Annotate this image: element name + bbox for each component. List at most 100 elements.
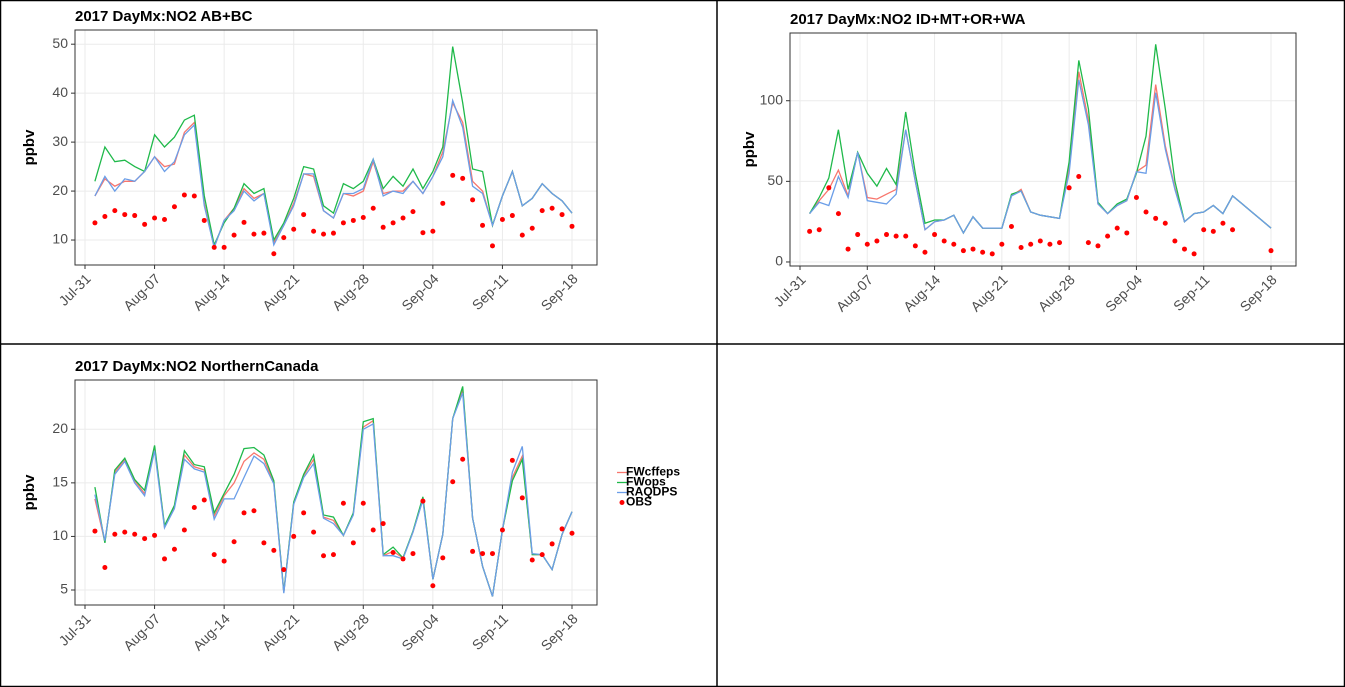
obs-point [980, 249, 986, 255]
obs-point [807, 228, 813, 234]
y-tick-label: 10 [52, 527, 68, 543]
obs-point [122, 529, 128, 535]
obs-point [221, 244, 227, 250]
x-tick-label: Sep-18 [537, 610, 580, 653]
obs-point [321, 553, 327, 559]
obs-point [970, 246, 976, 252]
obs-point [941, 238, 947, 244]
obs-point [816, 227, 822, 233]
obs-point [450, 172, 456, 178]
x-tick-label: Sep-04 [398, 270, 441, 313]
x-tick-label: Aug-28 [329, 270, 372, 313]
chart-title: 2017 DayMx:NO2 ID+MT+OR+WA [790, 11, 1026, 28]
obs-point [221, 558, 227, 564]
obs-point [132, 213, 138, 219]
obs-point [1066, 185, 1072, 191]
obs-point [321, 231, 327, 237]
obs-point [1018, 244, 1024, 250]
x-tick-label: Sep-11 [469, 270, 512, 313]
obs-point [370, 205, 376, 211]
obs-point [261, 540, 267, 546]
y-tick-label: 30 [52, 133, 68, 149]
obs-point [340, 500, 346, 506]
obs-point [499, 216, 505, 222]
obs-point [360, 500, 366, 506]
obs-point [380, 224, 386, 230]
plot-background [75, 380, 597, 605]
obs-point [181, 192, 187, 198]
obs-point [559, 212, 565, 218]
obs-point [1230, 227, 1236, 233]
obs-point [509, 457, 515, 463]
obs-point [162, 556, 168, 562]
obs-point [855, 232, 861, 238]
series-line [94, 392, 573, 597]
obs-point [430, 228, 436, 234]
series-line [94, 98, 573, 250]
obs-point [330, 230, 336, 236]
obs-point [460, 175, 466, 181]
obs-point [999, 241, 1005, 247]
legend-label: OBS [626, 495, 652, 509]
obs-point [112, 531, 118, 537]
obs-point [291, 226, 297, 232]
obs-point [122, 212, 128, 218]
obs-point [201, 217, 207, 223]
obs-point [301, 510, 307, 516]
plot-border [789, 32, 1297, 267]
y-axis-label: ppbv [741, 131, 758, 167]
y-tick-label: 20 [52, 182, 68, 198]
plot-border [74, 29, 598, 266]
obs-point [489, 243, 495, 249]
obs-point [529, 225, 535, 231]
obs-point [569, 223, 575, 229]
obs-point [152, 532, 158, 538]
obs-point [241, 510, 247, 516]
obs-point [480, 551, 486, 557]
x-tick-label: Aug-28 [1035, 271, 1078, 314]
obs-point [1095, 243, 1101, 249]
y-axis-label: ppbv [21, 129, 38, 165]
obs-point [989, 251, 995, 257]
chart-title: 2017 DayMx:NO2 AB+BC [75, 8, 253, 25]
obs-point [1105, 233, 1111, 239]
obs-point [410, 209, 416, 215]
obs-point [400, 215, 406, 221]
obs-point [1201, 227, 1207, 233]
x-tick-label: Aug-14 [900, 271, 943, 314]
obs-point [951, 241, 957, 247]
x-tick-label: Sep-11 [1170, 271, 1213, 314]
obs-point [1076, 174, 1082, 180]
x-tick-label: Aug-21 [259, 270, 302, 313]
y-tick-label: 5 [60, 581, 68, 597]
obs-point [549, 205, 555, 211]
obs-point [1268, 248, 1274, 254]
obs-point [171, 204, 177, 210]
obs-point [420, 230, 426, 236]
obs-point [281, 567, 287, 573]
obs-point [1143, 209, 1149, 215]
obs-point [340, 220, 346, 226]
obs-point [1191, 251, 1197, 257]
obs-point [410, 551, 416, 557]
obs-point [211, 244, 217, 250]
obs-point [450, 479, 456, 485]
obs-point [1133, 194, 1139, 200]
legend-label: FWops [626, 475, 666, 489]
obs-point [1028, 241, 1034, 247]
legend-label: RAQDPS [626, 485, 677, 499]
obs-point [350, 540, 356, 546]
obs-point [142, 221, 148, 227]
y-tick-label: 100 [760, 91, 784, 107]
obs-point [835, 211, 841, 217]
obs-point [912, 243, 918, 249]
obs-point [370, 527, 376, 533]
obs-point [201, 497, 207, 503]
obs-point [1153, 215, 1159, 221]
obs-point [430, 583, 436, 589]
plot-border [74, 379, 598, 606]
obs-point [1008, 223, 1014, 229]
obs-point [470, 197, 476, 203]
obs-point [960, 248, 966, 254]
x-tick-label: Sep-11 [469, 610, 512, 653]
